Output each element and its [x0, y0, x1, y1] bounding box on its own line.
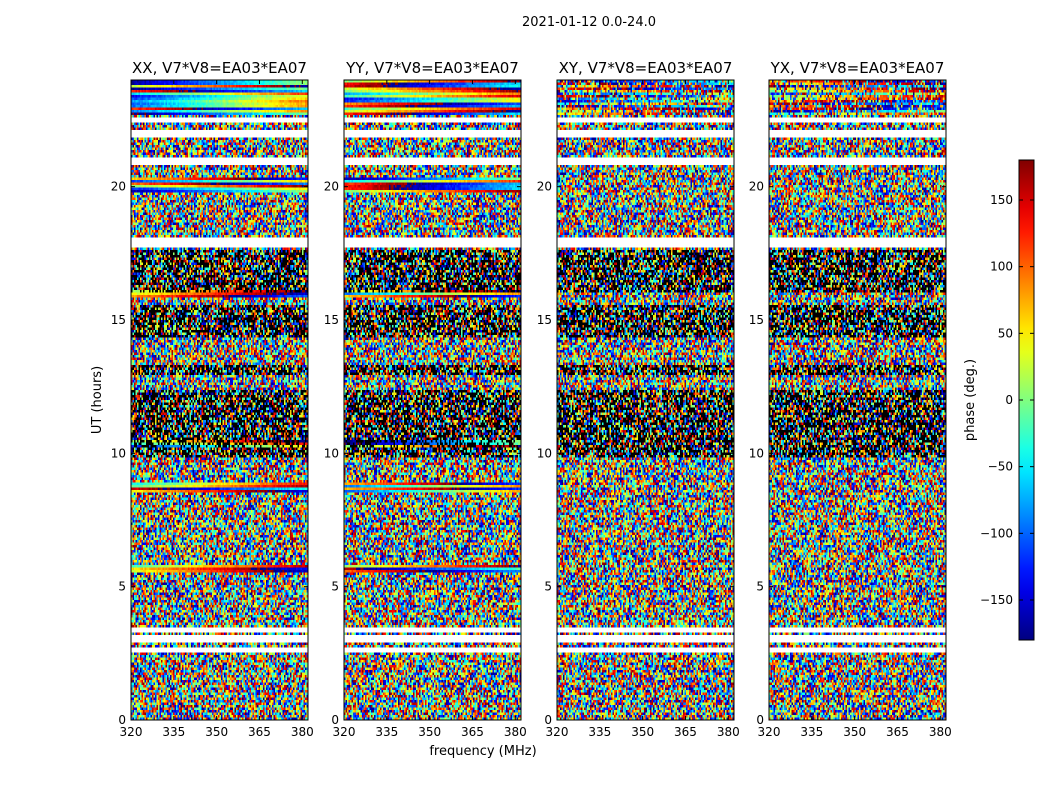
colorbar-tick-label: −50	[988, 460, 1013, 474]
figure-title: 2021-01-12 0.0-24.0	[522, 15, 656, 30]
panel-xy: XY, V7*V8=EA03*EA07 320 335 350 365 380 0 5 10 15…	[537, 59, 740, 739]
y-tick-label: 5	[118, 580, 126, 594]
x-tick-label: 380	[929, 725, 952, 739]
panel-yx: YX, V7*V8=EA03*EA07 320 335 350 365 380 0 5 10 15…	[749, 59, 952, 739]
y-tick-label: 20	[749, 180, 764, 194]
x-tick-label: 335	[588, 725, 611, 739]
panel-title: XX, V7*V8=EA03*EA07	[132, 59, 307, 77]
x-tick-label: 365	[674, 725, 697, 739]
x-tick-label: 335	[162, 725, 185, 739]
panel-yy: YY, V7*V8=EA03*EA07 320 335 350 365 380 0 5 10 15…	[324, 59, 527, 739]
colorbar-tick-label: −150	[980, 593, 1013, 607]
x-axis-label: frequency (MHz)	[429, 744, 536, 759]
x-tick-label: 350	[418, 725, 441, 739]
colorbar: 150 100 50 0 −50 −100 −150	[980, 159, 1035, 641]
y-tick-label: 20	[111, 180, 126, 194]
x-tick-label: 320	[333, 725, 356, 739]
y-tick-label: 0	[544, 713, 552, 727]
x-tick-label: 380	[291, 725, 314, 739]
panel-frame	[130, 79, 309, 721]
panel-frame	[768, 79, 947, 721]
heatmap-image	[344, 80, 521, 720]
y-tick-label: 15	[749, 313, 764, 327]
y-tick-label: 15	[537, 313, 552, 327]
x-tick-label: 320	[758, 725, 781, 739]
y-axis-label: UT (hours)	[90, 366, 105, 434]
y-tick-label: 20	[537, 180, 552, 194]
x-tick-label: 365	[248, 725, 271, 739]
x-tick-label: 380	[717, 725, 740, 739]
x-tick-label: 350	[843, 725, 866, 739]
colorbar-tick-label: −100	[980, 526, 1013, 540]
heatmap-image	[769, 80, 946, 720]
y-tick-label: 5	[331, 580, 339, 594]
y-tick-label: 15	[111, 313, 126, 327]
panel-title: YY, V7*V8=EA03*EA07	[345, 59, 519, 77]
y-tick-label: 10	[324, 446, 339, 460]
y-tick-label: 0	[756, 713, 764, 727]
y-tick-label: 0	[118, 713, 126, 727]
y-tick-label: 10	[537, 446, 552, 460]
x-tick-label: 320	[546, 725, 569, 739]
x-tick-label: 335	[800, 725, 823, 739]
y-tick-label: 10	[749, 446, 764, 460]
panel-xx: XX, V7*V8=EA03*EA07 320 335 350 365 380 0 5 10 15…	[111, 59, 314, 739]
y-tick-label: 5	[756, 580, 764, 594]
panel-frame	[556, 79, 735, 721]
colorbar-tick-label: 0	[1005, 393, 1013, 407]
x-tick-label: 380	[504, 725, 527, 739]
colorbar-label: phase (deg.)	[963, 359, 978, 441]
y-tick-label: 20	[324, 180, 339, 194]
y-tick-label: 5	[544, 580, 552, 594]
x-tick-label: 335	[375, 725, 398, 739]
y-tick-label: 0	[331, 713, 339, 727]
panel-frame	[343, 79, 522, 721]
colorbar-tick-label: 100	[990, 260, 1013, 274]
heatmap-image	[557, 80, 734, 720]
y-tick-label: 15	[324, 313, 339, 327]
x-tick-label: 365	[886, 725, 909, 739]
x-tick-label: 350	[631, 725, 654, 739]
colorbar-tick-label: 50	[998, 326, 1013, 340]
heatmap-image	[131, 80, 308, 720]
y-tick-label: 10	[111, 446, 126, 460]
panels-group: XX, V7*V8=EA03*EA07 320 335 350 365 380 0 5 10 15…	[111, 59, 952, 739]
x-tick-label: 350	[205, 725, 228, 739]
panel-title: XY, V7*V8=EA03*EA07	[559, 59, 733, 77]
panel-title: YX, V7*V8=EA03*EA07	[770, 59, 945, 77]
colorbar-tick-label: 150	[990, 193, 1013, 207]
x-tick-label: 320	[120, 725, 143, 739]
x-tick-label: 365	[461, 725, 484, 739]
